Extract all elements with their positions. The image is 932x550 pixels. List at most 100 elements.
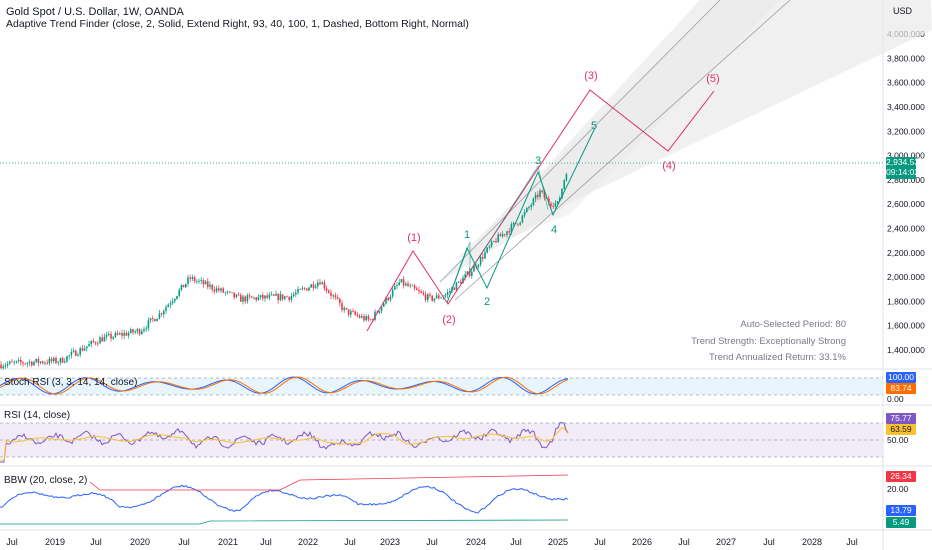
- candle-body: [112, 336, 114, 339]
- candle-body: [193, 277, 196, 282]
- time-tick-label: 2027: [716, 537, 736, 547]
- candle-body: [350, 311, 352, 315]
- candle-body: [532, 198, 535, 206]
- candle-body: [0, 364, 2, 369]
- trend-period: Auto-Selected Period: 80: [740, 319, 846, 330]
- candle-body: [196, 281, 198, 282]
- candle-body: [286, 296, 288, 298]
- candle-body: [233, 292, 235, 298]
- candle-body: [427, 294, 429, 300]
- time-tick-label: Jul: [510, 537, 522, 547]
- candle-body: [215, 288, 218, 292]
- candle-body: [33, 361, 35, 366]
- bbw-line: [0, 484, 569, 514]
- candle-body: [204, 281, 207, 285]
- candle-body: [526, 207, 528, 212]
- candle-body: [143, 329, 145, 332]
- candle-body: [554, 203, 557, 207]
- candle-body: [495, 240, 497, 243]
- price-tick-label: 2,800.000: [887, 175, 925, 185]
- candle-body: [75, 350, 77, 356]
- rsi-label[interactable]: RSI (14, close): [4, 410, 71, 421]
- indicator-legend[interactable]: Adaptive Trend Finder (close, 2, Solid, …: [6, 18, 469, 30]
- candle-body: [556, 201, 559, 204]
- candle-body: [343, 307, 345, 310]
- candle-body: [48, 358, 51, 364]
- candle-body: [376, 311, 378, 313]
- symbol-title[interactable]: Gold Spot / U.S. Dollar, 1W, OANDA: [6, 6, 184, 18]
- candle-body: [444, 294, 447, 297]
- candle-body: [490, 241, 493, 247]
- candle-body: [420, 291, 422, 293]
- candle-body: [545, 197, 548, 199]
- candle-body: [347, 309, 350, 315]
- candle-body: [127, 333, 130, 336]
- candle-body: [383, 303, 385, 307]
- candle-body: [44, 362, 46, 364]
- candle-body: [105, 334, 108, 337]
- stoch-d-line: [0, 376, 569, 395]
- candle-body: [380, 306, 383, 312]
- candle-body: [147, 320, 150, 329]
- currency-label[interactable]: USD: [893, 6, 913, 16]
- candle-body: [229, 291, 231, 293]
- candle-body: [488, 246, 491, 248]
- elliott-major-wave-line: [366, 89, 715, 332]
- candle-body: [182, 284, 185, 288]
- candle-body: [367, 316, 370, 320]
- candle-body: [15, 361, 18, 363]
- candle-body: [240, 295, 242, 302]
- candle-body: [97, 343, 99, 345]
- price-tick-label: 1,400.000: [887, 345, 925, 355]
- candlestick-series: [0, 172, 568, 371]
- candle-body: [26, 362, 29, 364]
- stoch-rsi-label[interactable]: Stoch RSI (3, 3, 14, 14, close): [4, 377, 138, 388]
- candle-body: [512, 222, 515, 225]
- candle-body: [378, 311, 381, 313]
- candle-body: [257, 297, 260, 300]
- candle-body: [248, 295, 251, 297]
- rsi-axis-label: 50.00: [887, 435, 909, 445]
- price-tick-label: 2,000.000: [887, 272, 925, 282]
- candle-body: [55, 357, 57, 363]
- candle-body: [440, 297, 442, 299]
- candle-body: [110, 333, 112, 339]
- candle-body: [116, 332, 119, 335]
- candle-body: [9, 361, 11, 364]
- candle-body: [167, 304, 169, 308]
- candle-body: [79, 348, 81, 355]
- candle-body: [94, 342, 97, 344]
- candle-body: [246, 295, 249, 302]
- candle-body: [270, 294, 273, 296]
- candle-body: [332, 295, 334, 297]
- major-wave-label: (4): [662, 160, 675, 172]
- candle-body: [121, 333, 123, 336]
- candle-body: [310, 284, 312, 288]
- candle-body: [13, 362, 15, 363]
- candle-body: [339, 298, 341, 304]
- candle-body: [528, 207, 530, 208]
- candle-body: [99, 337, 101, 344]
- candle-body: [207, 281, 209, 287]
- candle-body: [396, 284, 398, 287]
- candle-body: [457, 281, 460, 283]
- candle-body: [517, 223, 519, 225]
- candle-body: [264, 295, 266, 299]
- rsi-band: [0, 423, 883, 457]
- time-tick-label: 2020: [130, 537, 150, 547]
- bbw-axis-label: 20.00: [887, 484, 909, 494]
- time-tick-label: Jul: [178, 537, 190, 547]
- candle-body: [334, 295, 337, 298]
- candle-body: [314, 286, 317, 288]
- candle-body: [24, 363, 26, 365]
- candle-body: [189, 277, 191, 279]
- candle-body: [237, 294, 240, 296]
- candle-body: [561, 188, 563, 198]
- candle-body: [35, 358, 37, 362]
- bbw-label[interactable]: BBW (20, close, 2): [4, 475, 88, 486]
- candle-body: [268, 294, 271, 298]
- rsi-ma-line: [0, 427, 569, 461]
- candle-body: [259, 295, 262, 298]
- candle-body: [356, 314, 359, 316]
